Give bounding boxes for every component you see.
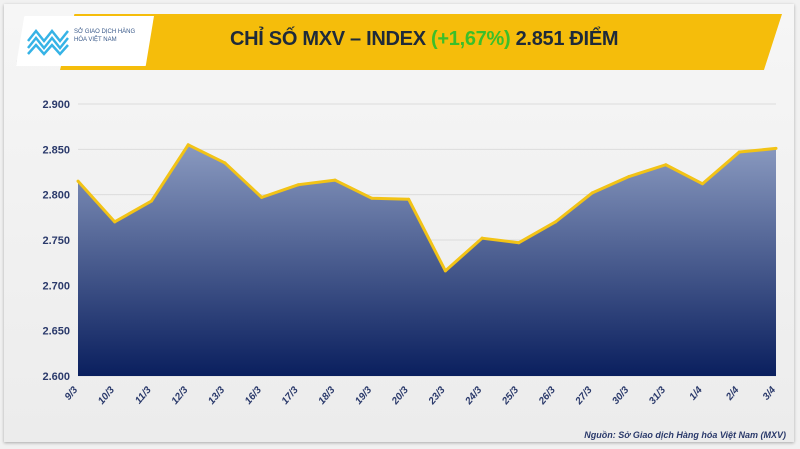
data-point [76, 179, 80, 183]
data-point [664, 163, 668, 167]
data-point [590, 191, 594, 195]
data-point [407, 197, 411, 201]
x-tick-label: 24/3 [463, 385, 485, 408]
data-point [443, 269, 447, 273]
y-tick-label: 2.850 [42, 144, 70, 156]
data-point [370, 196, 374, 200]
x-tick-label: 1/4 [687, 385, 705, 403]
data-point [480, 236, 484, 240]
data-point [774, 146, 778, 150]
area-fill [78, 144, 776, 376]
x-tick-label: 16/3 [243, 385, 264, 407]
title-banner [60, 14, 782, 70]
data-point [223, 161, 227, 165]
x-tick-label: 31/3 [647, 385, 668, 407]
x-tick-label: 2/4 [724, 385, 742, 404]
mxv-logo: SỞ GIAO DỊCH HÀNG HÓA VIỆT NAM [16, 16, 154, 66]
x-tick-label: 23/3 [426, 385, 448, 408]
x-tick-label: 27/3 [573, 385, 595, 408]
data-point [701, 182, 705, 186]
source-note: Nguồn: Sở Giao dịch Hàng hóa Việt Nam (M… [584, 430, 786, 440]
x-tick-label: 10/3 [96, 385, 117, 407]
data-point [186, 143, 190, 147]
x-tick-label: 25/3 [500, 385, 522, 408]
data-point [113, 220, 117, 224]
x-tick-label: 26/3 [536, 385, 558, 408]
title-change: (+1,67%) [431, 28, 511, 50]
data-point [737, 150, 741, 154]
x-tick-label: 9/3 [63, 385, 81, 403]
x-tick-label: 20/3 [389, 385, 411, 408]
y-tick-label: 2.750 [42, 235, 70, 247]
data-point [517, 241, 521, 245]
chart-title: CHỈ SỐ MXV – INDEX (+1,67%) 2.851 ĐIỂM [230, 28, 619, 51]
data-point [627, 175, 631, 179]
title-prefix: CHỈ SỐ MXV – INDEX [230, 28, 426, 50]
y-tick-label: 2.900 [42, 99, 70, 111]
x-tick-label: 3/4 [761, 385, 779, 403]
data-point [296, 183, 300, 187]
data-point [260, 195, 264, 199]
y-tick-label: 2.700 [42, 280, 70, 292]
data-point [333, 178, 337, 182]
x-tick-label: 12/3 [170, 385, 191, 407]
x-tick-label: 17/3 [280, 385, 301, 407]
x-tick-label: 30/3 [610, 385, 631, 407]
x-tick-label: 19/3 [353, 385, 374, 407]
x-tick-label: 13/3 [206, 385, 227, 407]
x-tick-label: 18/3 [317, 385, 338, 407]
data-point [149, 199, 153, 203]
x-tick-label: 11/3 [133, 385, 154, 407]
logo-text: SỞ GIAO DỊCH HÀNG HÓA VIỆT NAM [74, 29, 136, 43]
title-value: 2.851 ĐIỂM [515, 28, 619, 50]
mxv-logo-icon [27, 28, 69, 56]
y-tick-label: 2.650 [42, 326, 70, 338]
series-line [76, 143, 777, 273]
y-tick-label: 2.800 [42, 190, 70, 202]
data-point [554, 220, 558, 224]
y-tick-label: 2.600 [42, 371, 70, 383]
